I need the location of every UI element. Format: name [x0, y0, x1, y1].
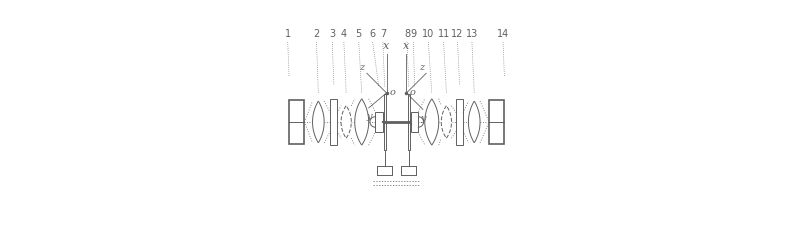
- Text: 12: 12: [451, 29, 464, 39]
- Bar: [408, 95, 410, 150]
- Bar: [456, 99, 463, 146]
- Text: o: o: [410, 88, 415, 97]
- Text: y: y: [366, 112, 371, 121]
- Text: 5: 5: [355, 29, 362, 39]
- Bar: [411, 112, 418, 133]
- Text: z: z: [359, 63, 365, 72]
- Text: x: x: [403, 41, 410, 51]
- Text: 7: 7: [380, 29, 386, 39]
- Text: 3: 3: [329, 29, 335, 39]
- Text: x: x: [383, 41, 390, 51]
- Text: 11: 11: [438, 29, 450, 39]
- Text: o: o: [390, 88, 395, 97]
- Text: y: y: [420, 113, 426, 122]
- Text: z: z: [418, 63, 424, 72]
- Bar: [489, 100, 504, 144]
- Bar: [330, 99, 338, 146]
- Text: 2: 2: [314, 29, 320, 39]
- Text: 9: 9: [410, 29, 417, 39]
- Text: 10: 10: [422, 29, 434, 39]
- Bar: [383, 95, 386, 150]
- Bar: [289, 100, 305, 144]
- Text: 14: 14: [497, 29, 509, 39]
- Text: 4: 4: [341, 29, 347, 39]
- Text: 1: 1: [285, 29, 290, 39]
- Bar: [375, 112, 382, 133]
- Text: 6: 6: [370, 29, 376, 39]
- Text: 8: 8: [404, 29, 410, 39]
- Text: 13: 13: [466, 29, 478, 39]
